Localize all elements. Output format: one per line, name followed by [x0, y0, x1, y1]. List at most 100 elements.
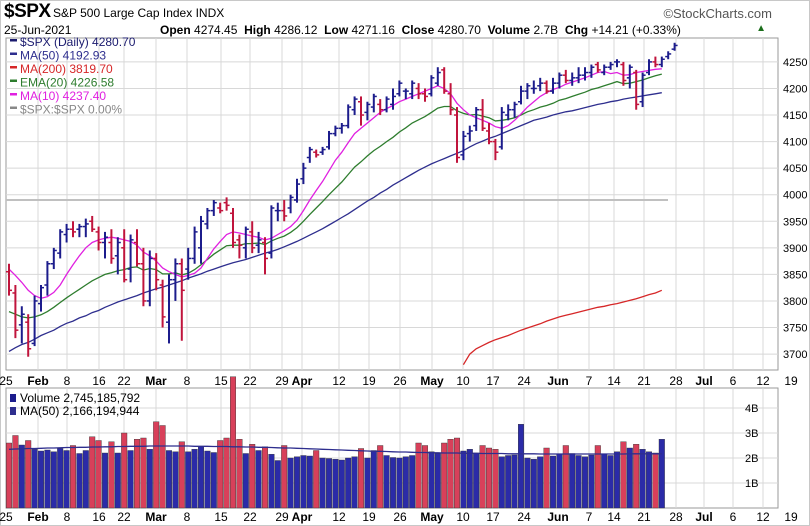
y-tick-label: 3700: [783, 349, 807, 361]
x-tick-label-lower: 29: [275, 510, 289, 524]
ohlc-bar: [402, 88, 409, 100]
volume-bar: [390, 457, 397, 509]
x-tick-label-lower: 28: [669, 510, 683, 524]
volume-bar: [370, 450, 377, 509]
volume-bar: [31, 449, 38, 509]
volume-bar: [626, 447, 633, 509]
y-tick-label: 4100: [783, 137, 807, 149]
ohlc-bar: [166, 274, 172, 344]
y-tick-label: 3800: [783, 296, 807, 308]
ohlc-bar: [6, 263, 12, 296]
line-swatch-icon: [10, 407, 16, 415]
x-axis: 25 25 Feb Feb 8 8 16 16 22 22 Mar Mar 8 8 15 15 22 22 29 29…: [0, 374, 798, 524]
ohlc-bar: [306, 146, 313, 163]
ohlc-bar: [511, 101, 518, 118]
stockcharts-brand[interactable]: ©StockCharts.com: [663, 6, 772, 21]
ohlc-bar: [345, 104, 352, 129]
ohlc-bar: [588, 64, 595, 78]
volume-tick-label: 1B: [745, 478, 758, 490]
volume-bar: [319, 457, 326, 509]
volume-bar: [191, 449, 198, 509]
x-tick-label: 15: [214, 374, 228, 388]
volume-bar: [197, 446, 204, 509]
volume-bar: [383, 455, 390, 509]
volume-bar: [441, 442, 448, 509]
x-tick-label-lower: 10: [456, 510, 470, 524]
legend-text: EMA(20) 4226.58: [20, 76, 114, 90]
ohlc-bar: [614, 59, 620, 68]
volume-bar: [63, 450, 70, 509]
line-swatch-icon: [10, 106, 17, 109]
volume-bar: [18, 444, 25, 509]
ohlc-bar: [370, 93, 377, 113]
ohlc-bar: [313, 149, 320, 158]
volume-bar: [255, 450, 262, 509]
volume-bar: [217, 440, 224, 509]
ohlc-bar: [626, 64, 633, 89]
volume-bar: [646, 451, 653, 509]
open-label: Open: [160, 23, 191, 37]
low-value: 4271.16: [351, 23, 395, 37]
volume-bar: [57, 448, 64, 509]
ohlc-bar: [108, 229, 115, 264]
ohlc-bar: [396, 80, 403, 97]
x-tick-label: 14: [607, 374, 621, 388]
ohlc-bar: [57, 229, 64, 259]
ohlc-bar: [249, 221, 256, 254]
x-tick-label: 12: [332, 374, 346, 388]
ohlc-bar: [172, 258, 179, 301]
x-tick-label: Jul: [695, 374, 712, 388]
volume-tick-label: 3B: [745, 428, 758, 440]
x-tick-label: 19: [784, 374, 798, 388]
ohlc-bar: [434, 67, 441, 86]
ohlc-bar-icon: [10, 39, 17, 42]
x-tick-label: 8: [64, 374, 71, 388]
x-tick-label-lower: 25: [0, 510, 13, 524]
x-tick-label-lower: Jul: [695, 510, 712, 524]
volume-bar: [479, 445, 486, 509]
y-tick-label: 3950: [783, 216, 807, 228]
volume-bar: [332, 459, 339, 509]
ohlc-bar: [428, 75, 435, 97]
volume-bar: [159, 425, 166, 509]
x-tick-label: 25: [0, 374, 13, 388]
x-tick-label-lower: 8: [64, 510, 71, 524]
close-label: Close: [401, 23, 435, 37]
ohlc-bar: [505, 104, 512, 121]
volume-bar: [415, 442, 422, 509]
series-line-ma200: [462, 289, 663, 366]
volume-bar: [466, 449, 473, 509]
ohlc-bar: [70, 221, 76, 238]
x-tick-label-lower: Mar: [145, 510, 167, 524]
volume-bar: [50, 451, 57, 509]
ohlc-bar: [524, 83, 531, 100]
ohlc-bar: [287, 194, 294, 214]
legend-text: MA(200) 3819.70: [20, 62, 113, 76]
x-tick-label-lower: 6: [730, 510, 737, 524]
ohlc-bar: [582, 67, 588, 81]
volume-bar: [486, 447, 493, 509]
volume-bar: [633, 444, 640, 509]
x-tick-label-lower: 22: [117, 510, 131, 524]
x-tick-label: 24: [517, 374, 531, 388]
x-tick-label: 8: [184, 374, 191, 388]
y-tick-label: 4050: [783, 163, 807, 175]
ohlc-bar: [383, 96, 390, 113]
ohlc-bar: [537, 77, 544, 92]
legend-item: $SPX:$SPX 0.00%: [10, 103, 122, 117]
volume-bar: [95, 440, 102, 509]
ohlc-bar: [338, 122, 345, 134]
ohlc-bar: [415, 83, 422, 100]
x-tick-label-lower: 12: [332, 510, 346, 524]
volume-bar: [543, 447, 550, 509]
legend-text: MA(50) 2,166,194,944: [20, 404, 140, 418]
x-tick-label-lower: 26: [393, 510, 407, 524]
ohlc-bar: [665, 51, 672, 60]
ohlc-bar: [294, 178, 300, 203]
volume-bar: [140, 437, 147, 509]
ohlc-bar: [191, 226, 198, 264]
volume-bar: [146, 449, 153, 509]
ohlc-bar: [607, 61, 614, 70]
chg-value: +14.21 (+0.33%): [591, 23, 681, 37]
ohlc-bar: [460, 130, 467, 161]
